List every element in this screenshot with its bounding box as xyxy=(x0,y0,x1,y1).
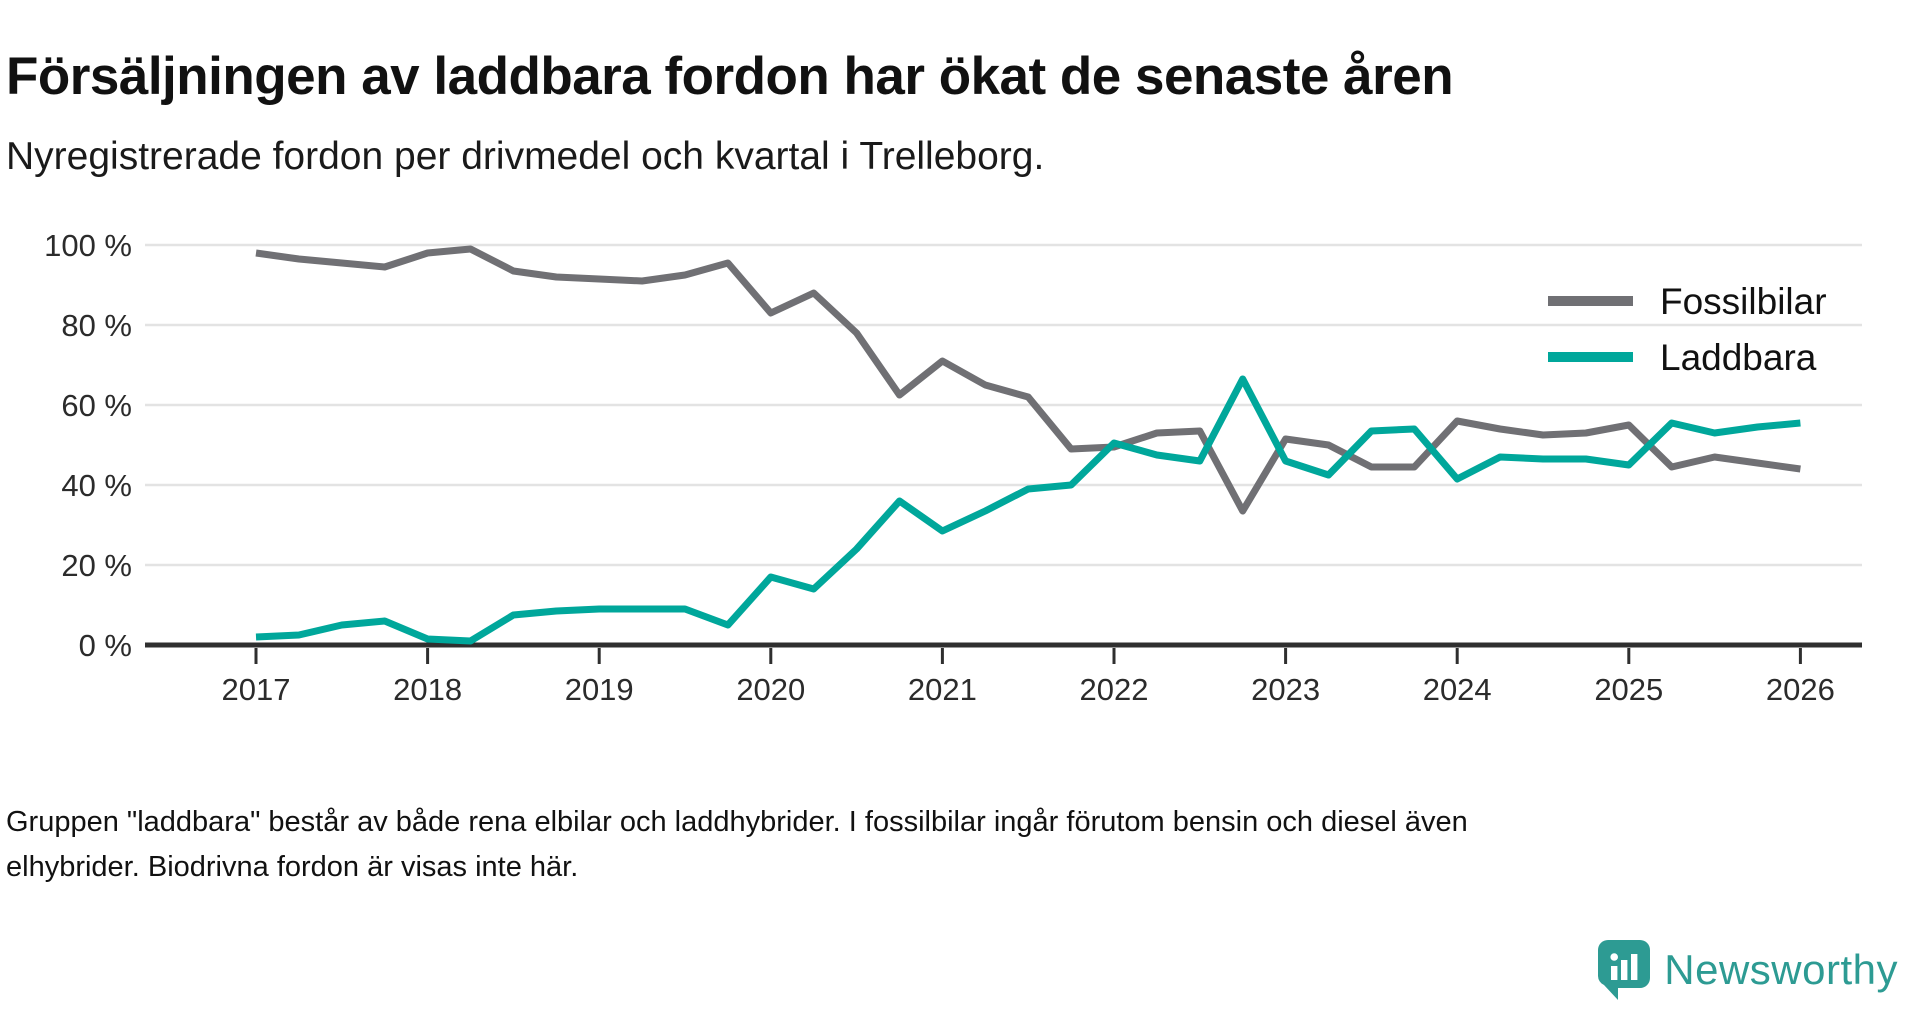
x-axis-tick-label: 2019 xyxy=(565,672,634,707)
legend-label-laddbara: Laddbara xyxy=(1660,337,1817,378)
x-axis-tick-label: 2022 xyxy=(1080,672,1149,707)
fossilbilar-line xyxy=(255,245,1801,515)
x-axis-tick-label: 2026 xyxy=(1766,672,1835,707)
y-axis-tick-label: 60 % xyxy=(61,388,132,423)
footer-note: Gruppen "laddbara" består av både rena e… xyxy=(6,806,1468,883)
line-chart: 100 % 80 % 60 % 40 % 20 % 0 % 2017 2018 2019 2020… xyxy=(44,228,1862,707)
page-title: Försäljningen av laddbara fordon har öka… xyxy=(6,46,1454,106)
legend-swatch-fossilbilar xyxy=(1548,296,1633,306)
x-axis-tick-label: 2024 xyxy=(1423,672,1492,707)
x-axis-tick-label: 2021 xyxy=(908,672,977,707)
newsworthy-wordmark: Newsworthy xyxy=(1664,946,1898,993)
x-axis-tick-label: 2018 xyxy=(393,672,462,707)
page-subtitle: Nyregistrerade fordon per drivmedel och … xyxy=(6,135,1045,178)
y-axis-tick-label: 100 % xyxy=(44,228,132,263)
newsworthy-logo: Newsworthy xyxy=(1596,938,1898,1002)
legend-swatch-laddbara xyxy=(1548,352,1633,362)
x-axis-tick-label: 2017 xyxy=(222,672,291,707)
laddbara-line xyxy=(255,375,1801,645)
y-axis-tick-label: 0 % xyxy=(79,628,132,663)
y-axis-tick-label: 80 % xyxy=(61,308,132,343)
y-axis-tick-label: 40 % xyxy=(61,468,132,503)
legend-label-fossilbilar: Fossilbilar xyxy=(1660,281,1827,322)
x-axis-tick-label: 2020 xyxy=(736,672,805,707)
bar-chart-pin-icon xyxy=(1598,940,1651,1000)
y-axis-tick-label: 20 % xyxy=(61,548,132,583)
x-axis-tick-label: 2023 xyxy=(1251,672,1320,707)
x-axis-tick-label: 2025 xyxy=(1594,672,1663,707)
